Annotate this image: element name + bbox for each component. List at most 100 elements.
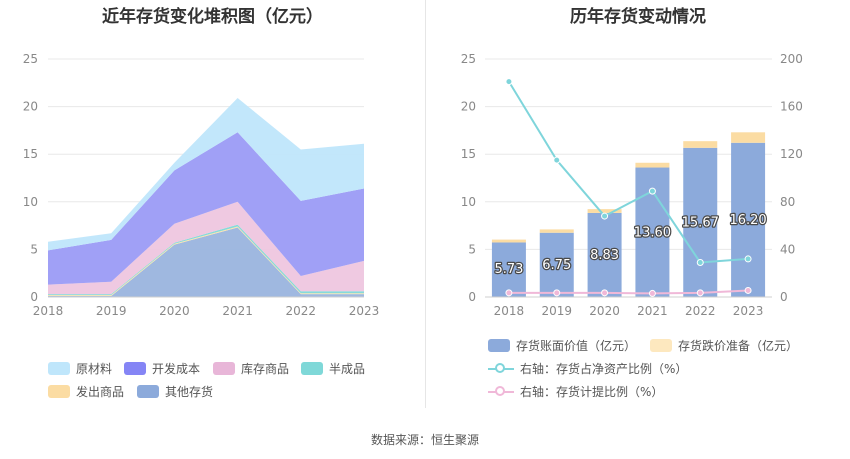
y2-tick-label: 120	[780, 147, 803, 161]
y-tick-label: 10	[23, 195, 38, 209]
y2-tick-label: 40	[780, 242, 795, 256]
bar-impairment	[491, 239, 526, 243]
panel-divider	[425, 0, 426, 408]
x-tick-label: 2022	[685, 304, 716, 318]
legend-item-provision-ratio[interactable]: 右轴：存货计提比例（%）	[488, 383, 663, 400]
x-tick-label: 2021	[222, 304, 253, 318]
bar-book-value	[683, 147, 718, 297]
legend-swatch-impairment	[650, 339, 672, 352]
bar-book-value	[731, 142, 766, 297]
y-tick-label: 15	[23, 147, 38, 161]
y-tick-label: 5	[468, 242, 476, 256]
y-tick-label: 5	[30, 242, 38, 256]
legend-item-shipped-goods[interactable]: 发出商品	[48, 383, 124, 400]
left-chart-title: 近年存货变化堆积图（亿元）	[102, 7, 323, 27]
legend-item-semi-finished[interactable]: 半成品	[301, 360, 365, 377]
y2-tick-label: 80	[780, 195, 795, 209]
left-chart-panel: 近年存货变化堆积图（亿元） 0 5 10 15 20 25 2018 2019 2020 2021…	[0, 0, 425, 410]
area-development-cost	[48, 132, 364, 285]
legend-item-net-asset-ratio[interactable]: 右轴：存货占净资产比例（%）	[488, 360, 687, 377]
point-provision-ratio	[696, 289, 704, 297]
legend-item-impairment[interactable]: 存货跌价准备（亿元）	[650, 337, 798, 354]
y-tick-label: 20	[461, 100, 476, 114]
x-tick-label: 2018	[494, 304, 525, 318]
legend-item-book-value[interactable]: 存货账面价值（亿元）	[488, 337, 636, 354]
bar-impairment	[683, 141, 718, 148]
x-tick-label: 2023	[733, 304, 764, 318]
bar-book-value	[491, 242, 526, 297]
legend-label-shipped-goods: 发出商品	[76, 385, 125, 399]
legend-swatch-net-asset-ratio	[488, 362, 514, 376]
point-net-asset-ratio	[553, 156, 561, 164]
y2-tick-label: 200	[780, 52, 803, 66]
bar-impairment	[635, 162, 670, 168]
area-raw-materials	[48, 98, 364, 251]
y-tick-label: 25	[23, 52, 38, 66]
area-inventory-goods	[48, 201, 364, 295]
bar-book-value	[587, 212, 622, 297]
y-tick-label: 25	[461, 52, 476, 66]
point-provision-ratio	[744, 286, 752, 294]
legend-label-development-cost: 开发成本	[152, 362, 201, 376]
y-tick-label: 15	[461, 147, 476, 161]
line-provision-ratio	[508, 289, 749, 295]
x-tick-label: 2019	[96, 304, 127, 318]
bar-value-label: 8.83	[590, 248, 619, 263]
x-tick-label: 2022	[286, 304, 317, 318]
legend-swatch-semi-finished	[301, 362, 323, 375]
legend-swatch-provision-ratio	[488, 385, 514, 399]
point-provision-ratio	[553, 289, 561, 297]
point-net-asset-ratio	[601, 212, 609, 220]
bar-value-label: 5.73	[494, 262, 523, 277]
x-tick-label: 2021	[637, 304, 668, 318]
legend-swatch-development-cost	[124, 362, 146, 375]
point-net-asset-ratio	[696, 258, 704, 266]
bar-line-combo-chart: 0 5 10 15 20 25 0 40 80 120 160 200 2018 2019 2020 2021…	[461, 52, 803, 318]
bar-impairment	[539, 229, 574, 233]
bar-value-label: 13.60	[634, 225, 671, 240]
stacked-area-chart: 0 5 10 15 20 25 2018 2019 2020 2021 2022 2023	[23, 52, 380, 318]
bar-value-label: 6.75	[542, 258, 571, 273]
point-provision-ratio	[601, 289, 609, 297]
x-tick-label: 2020	[589, 304, 620, 318]
y-tick-label: 0	[468, 290, 476, 304]
legend-label-provision-ratio: 右轴：存货计提比例（%）	[520, 385, 664, 399]
y2-tick-label: 160	[780, 100, 803, 114]
legend-item-inventory-goods[interactable]: 库存商品	[213, 360, 289, 377]
y2-tick-label: 0	[780, 290, 788, 304]
legend-item-raw-materials[interactable]: 原材料	[48, 360, 112, 377]
legend-swatch-raw-materials	[48, 362, 70, 375]
y-tick-label: 0	[30, 290, 38, 304]
legend-swatch-inventory-goods	[213, 362, 235, 375]
bar-book-value	[539, 232, 574, 297]
bar-impairment	[731, 132, 766, 143]
area-other-inventory	[48, 227, 364, 297]
y-tick-label: 10	[461, 195, 476, 209]
data-source-note: 数据来源：恒生聚源	[370, 433, 479, 447]
bar-value-label: 16.20	[729, 213, 766, 228]
legend-label-net-asset-ratio: 右轴：存货占净资产比例（%）	[520, 362, 688, 376]
point-net-asset-ratio	[505, 78, 513, 86]
x-tick-label: 2019	[541, 304, 572, 318]
legend-item-other-inventory[interactable]: 其他存货	[137, 383, 213, 400]
legend-label-other-inventory: 其他存货	[165, 385, 214, 399]
point-net-asset-ratio	[744, 255, 752, 263]
x-tick-label: 2020	[159, 304, 190, 318]
legend-swatch-other-inventory	[137, 385, 159, 398]
point-provision-ratio	[505, 289, 513, 297]
line-net-asset-ratio	[508, 81, 749, 264]
y-tick-label: 20	[23, 100, 38, 114]
point-net-asset-ratio	[648, 187, 656, 195]
legend-swatch-book-value	[488, 339, 510, 352]
right-chart-panel: 历年存货变动情况 0 5 10 15 20 25 0 40 80 120 160 200 2018 201…	[426, 0, 850, 410]
legend-label-raw-materials: 原材料	[76, 362, 113, 376]
x-tick-label: 2023	[349, 304, 380, 318]
legend-item-development-cost[interactable]: 开发成本	[124, 360, 200, 377]
point-provision-ratio	[648, 289, 656, 297]
right-chart-title: 历年存货变动情况	[570, 7, 706, 27]
legend-swatch-shipped-goods	[48, 385, 70, 398]
bar-value-label: 15.67	[682, 215, 719, 230]
legend-label-inventory-goods: 库存商品	[241, 362, 290, 376]
bar-impairment	[587, 209, 622, 213]
x-tick-label: 2018	[33, 304, 64, 318]
